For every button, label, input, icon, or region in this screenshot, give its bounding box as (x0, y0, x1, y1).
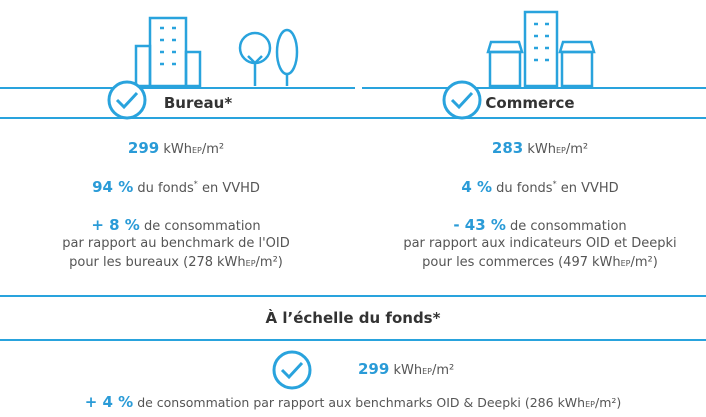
commerce-delta: - 43 % de consommation (453, 216, 626, 234)
unit: /m² (630, 255, 653, 270)
unit: /m² (255, 255, 278, 270)
fonds-delta: + 4 % de consommation par rapport aux be… (85, 393, 622, 411)
text: du fonds (137, 181, 194, 196)
text: pour les bureaux (278 (69, 255, 214, 270)
note: * (193, 179, 198, 189)
unit: EP (620, 259, 631, 268)
text: du fonds (496, 181, 553, 196)
commerce-share: 4 % du fonds* en VVHD (461, 178, 618, 196)
unit: EP (585, 400, 595, 409)
value: 4 % (461, 178, 493, 196)
bureau-title: Bureau* (163, 94, 233, 112)
unit: kWh (393, 363, 423, 378)
text: de consommation (510, 219, 627, 234)
text: par rapport au benchmark de l'OID (62, 236, 290, 251)
commerce-title: Commerce (485, 94, 575, 112)
value: 299 (127, 139, 160, 157)
bureau-share: 94 % du fonds* en VVHD (92, 178, 260, 196)
bureau-delta: + 8 % de consommation (91, 216, 260, 234)
value: - 43 % (453, 216, 506, 234)
commerce-icons (486, 10, 596, 88)
text: ) (277, 255, 283, 270)
bureau-icons (134, 16, 299, 88)
text: ) (652, 255, 658, 270)
unit: EP (555, 146, 566, 155)
text: de consommation (143, 219, 261, 234)
bureau-intensity: 299 kWhEP/m² (128, 139, 224, 157)
unit: /m² (431, 363, 455, 378)
fonds-intensity: 299 kWhEP/m² (358, 360, 454, 378)
text: par rapport aux indicateurs OID et Deepk… (403, 236, 677, 251)
unit: kWh (527, 142, 556, 157)
unit: EP (191, 146, 202, 155)
text: ) (616, 395, 622, 410)
commerce-intensity: 283 kWhEP/m² (492, 139, 588, 157)
unit: kWh (217, 255, 246, 270)
value: + 8 % (91, 216, 140, 234)
value: + 4 % (84, 393, 134, 411)
text: de consommation par rapport aux benchmar… (137, 395, 554, 410)
unit: /m² (201, 142, 225, 157)
text: pour les commerces (497 (422, 255, 588, 270)
note: * (552, 179, 557, 189)
commerce-bench: pour les commerces (497 kWhEP/m²) (422, 255, 658, 270)
unit: kWh (592, 255, 621, 270)
unit: EP (422, 367, 432, 376)
bureau-bench: pour les bureaux (278 kWhEP/m²) (69, 255, 283, 270)
text: en VVHD (560, 181, 619, 196)
unit: /m² (594, 395, 617, 410)
unit: kWh (163, 142, 192, 157)
fonds-title: À l’échelle du fonds* (265, 309, 441, 327)
unit: EP (245, 259, 256, 268)
value: 299 (358, 360, 390, 378)
unit: /m² (565, 142, 589, 157)
check-icons (107, 80, 482, 390)
unit: kWh (557, 395, 586, 410)
text: en VVHD (201, 181, 260, 196)
value: 94 % (92, 178, 134, 196)
value: 283 (491, 139, 524, 157)
